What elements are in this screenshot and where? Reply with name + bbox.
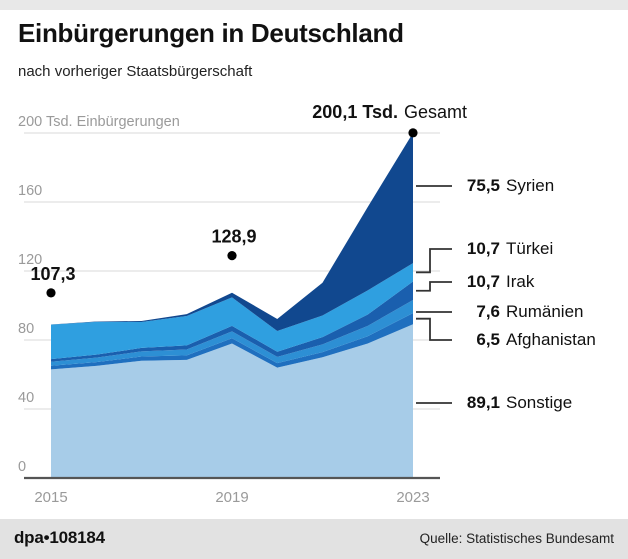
page-subtitle: nach vorheriger Staatsbürgerschaft [18, 63, 253, 80]
callout-value-afghanistan: 6,5 [476, 330, 500, 349]
total-marker [227, 251, 237, 261]
callout-label-sonstige: Sonstige [506, 393, 572, 412]
area-series-group [51, 132, 413, 478]
top-accent-bar [0, 0, 628, 10]
headline-total: 200,1 Tsd. Gesamt [312, 102, 467, 122]
callout-value-rumänien: 7,6 [476, 302, 500, 321]
area-rumnien [51, 299, 413, 366]
callout-leader [416, 248, 452, 274]
callout-value-sonstige: 89,1 [467, 393, 500, 412]
y-tick-label: 200 Tsd. Einbürgerungen [18, 114, 180, 130]
area-afghanistan [51, 313, 413, 370]
callout-value-türkei: 10,7 [467, 239, 500, 258]
callout-value-irak: 10,7 [467, 272, 500, 291]
footer-bar [0, 519, 628, 559]
total-marker [408, 128, 418, 138]
y-tick-label: 0 [18, 459, 26, 475]
headline-value: 200,1 Tsd. [312, 102, 398, 122]
headline-label: Gesamt [404, 102, 467, 122]
y-tick-label: 120 [18, 252, 42, 268]
total-marker [46, 288, 56, 298]
dpa-credit: dpa•108184 [14, 528, 105, 547]
total-value-label: 128,9 [211, 227, 256, 247]
total-value-label: 107,3 [30, 264, 75, 284]
area-irak [51, 281, 413, 362]
y-tick-label: 160 [18, 183, 42, 199]
x-tick-label: 2015 [34, 489, 67, 505]
callout-label-rumänien: Rumänien [506, 302, 584, 321]
source-label: Quelle: Statistisches Bundesamt [419, 531, 614, 546]
area-sonstige [51, 324, 413, 478]
callout-group: 75,5 Syrien 10,7 Türkei 10,7 Irak 7,6 Rumänien 6… [416, 176, 596, 412]
x-tick-label: 2023 [396, 489, 429, 505]
area-trkei [51, 263, 413, 360]
callout-label-afghanistan: Afghanistan [506, 330, 596, 349]
callout-label-irak: Irak [506, 272, 535, 291]
callout-value-syrien: 75,5 [467, 176, 500, 195]
callout-leader [416, 317, 452, 341]
x-tick-labels: 2015 2019 2023 [34, 489, 429, 505]
page-title: Einbürgerungen in Deutschland [18, 18, 404, 48]
y-tick-label: 80 [18, 321, 34, 337]
callout-label-syrien: Syrien [506, 176, 554, 195]
y-tick-label: 40 [18, 390, 34, 406]
y-gridlines: 0 40 80 120 160 200 Tsd. Einbürgerungen [18, 114, 440, 475]
callout-label-türkei: Türkei [506, 239, 553, 258]
total-markers: 107,3 128,9 [30, 128, 418, 298]
callout-leader [416, 281, 452, 292]
x-tick-label: 2019 [215, 489, 248, 505]
